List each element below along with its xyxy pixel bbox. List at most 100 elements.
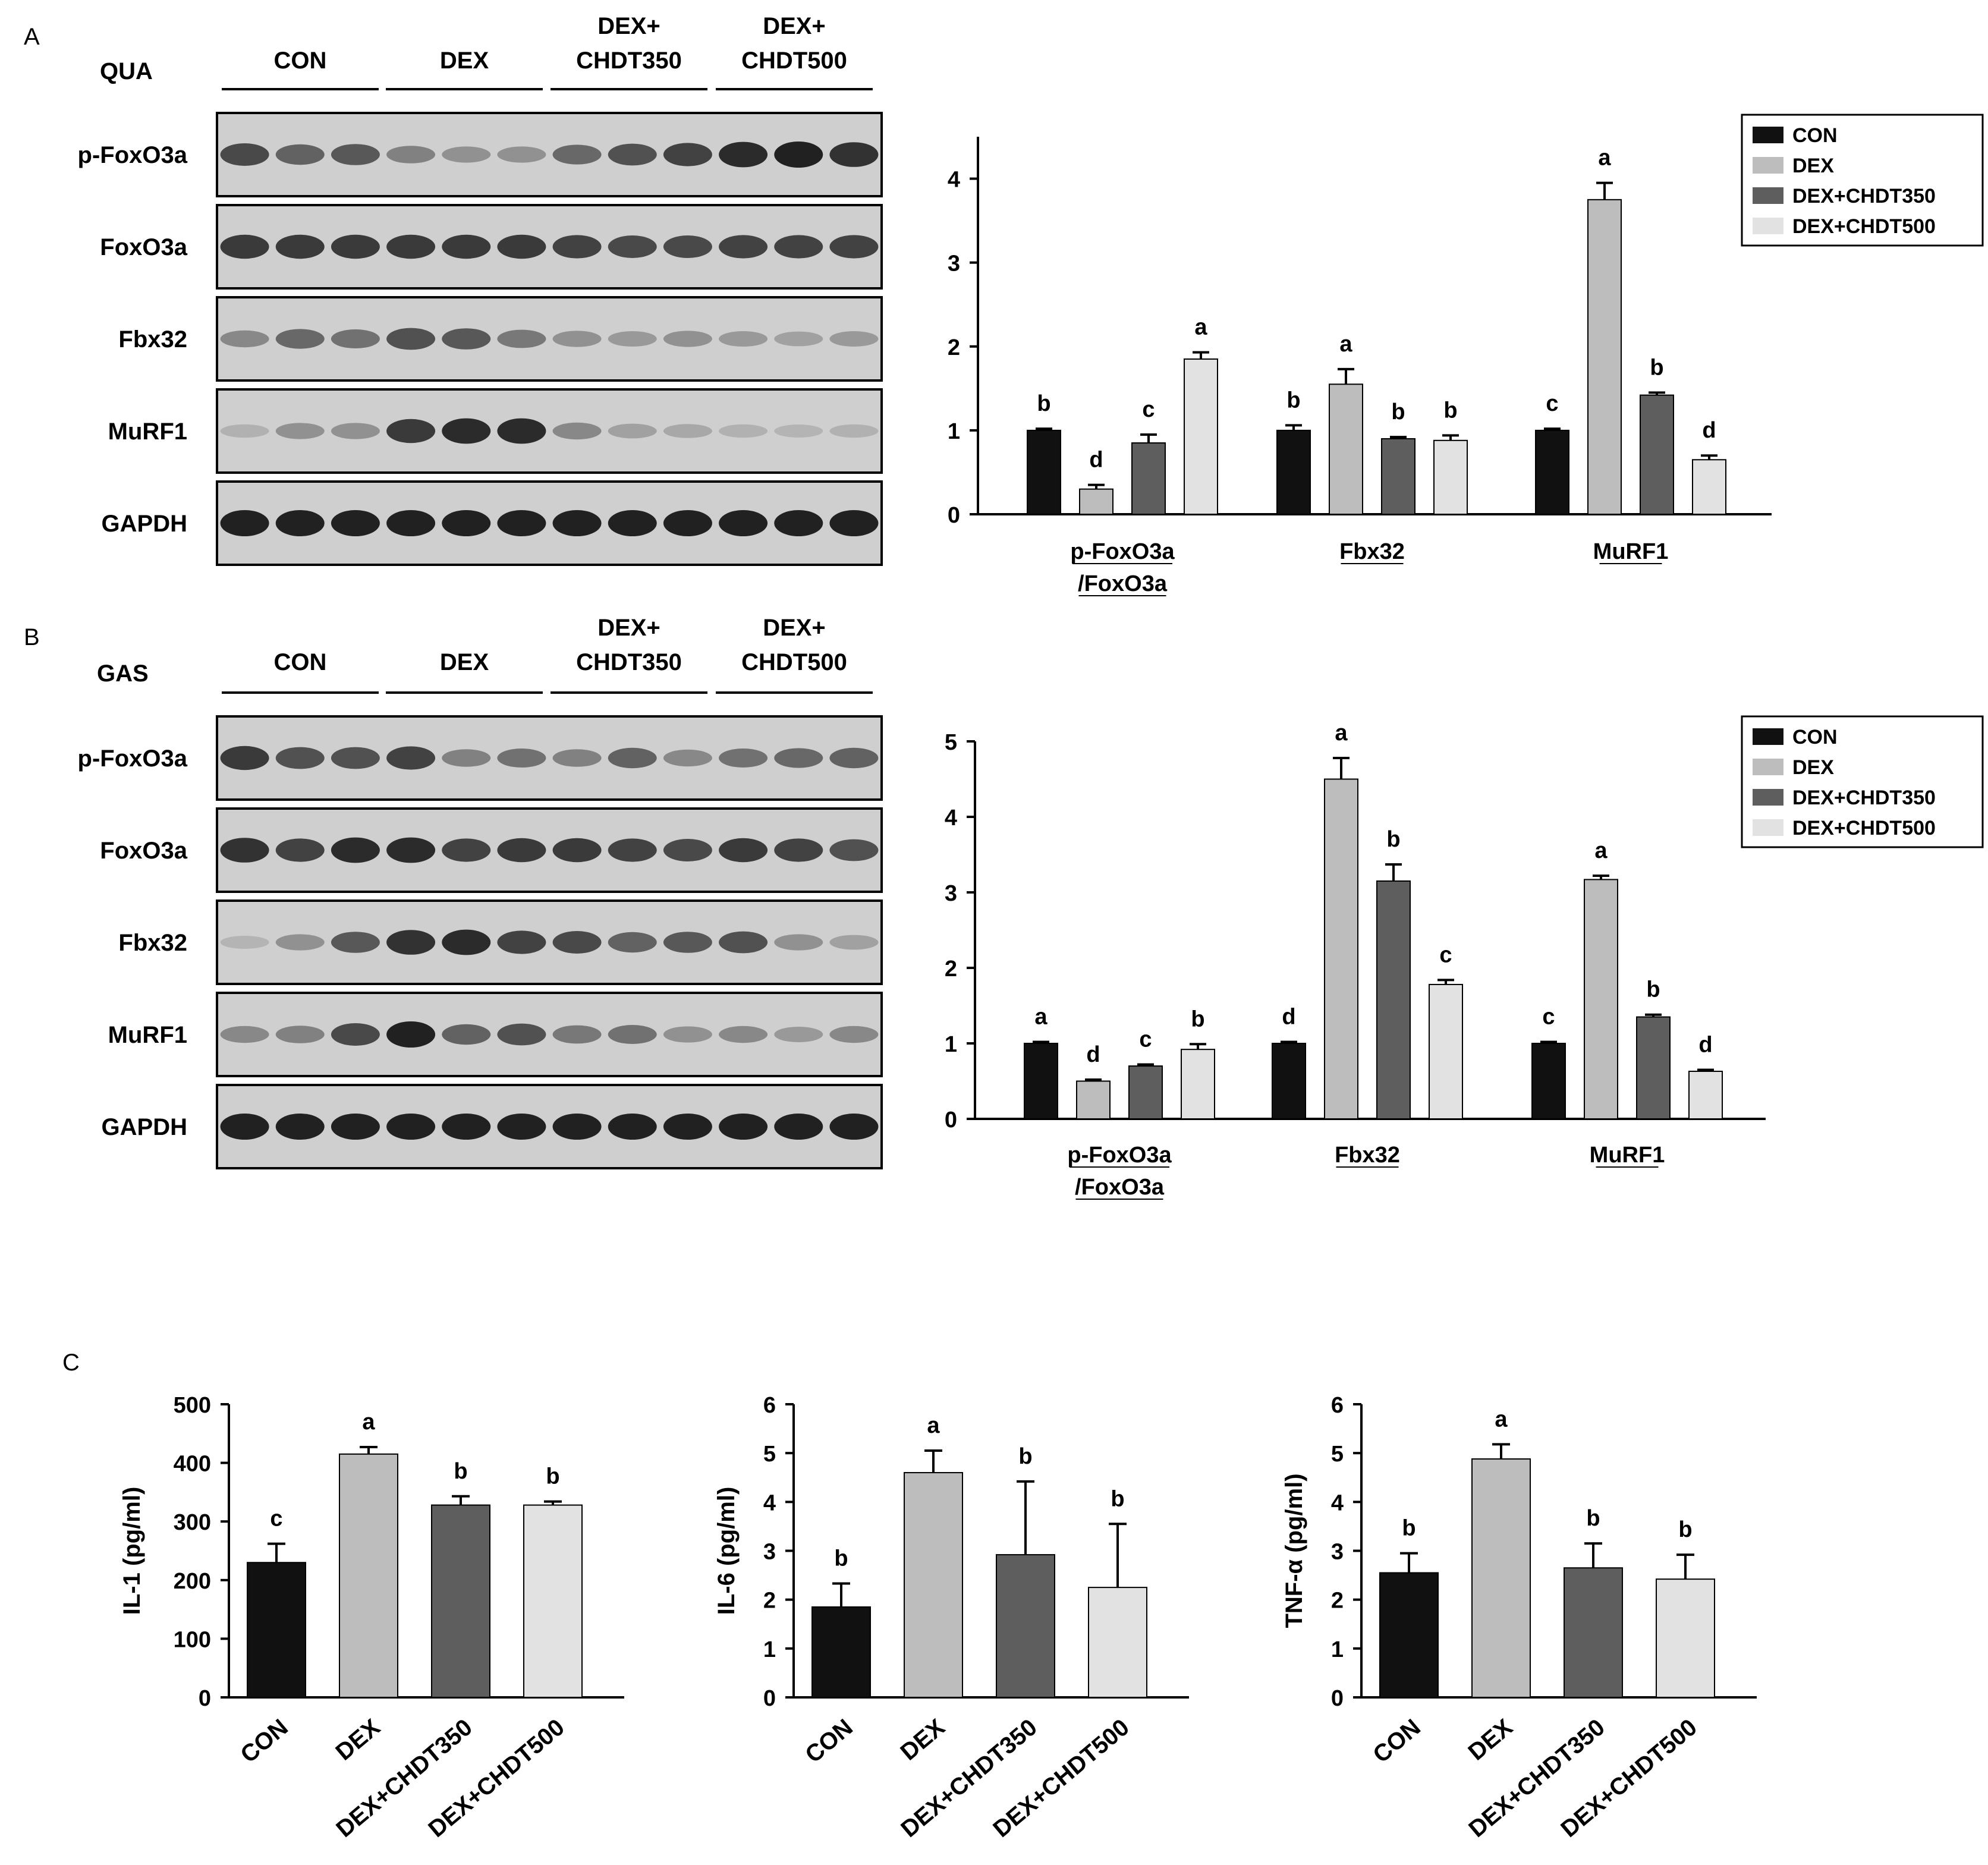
y-tick-label: 2 — [945, 957, 957, 982]
bar-con — [1027, 429, 1061, 515]
y-axis-label: IL-1 (pg/ml) — [119, 1487, 145, 1615]
blot-band — [552, 144, 602, 165]
blot-label-fbx32: Fbx32 — [118, 930, 187, 956]
significance-letter: b — [546, 1464, 559, 1489]
legend-label: DEX+CHDT350 — [1792, 185, 1936, 207]
y-tick-label: 100 — [174, 1627, 211, 1652]
y-tick-label: 3 — [1331, 1540, 1344, 1565]
blot-band — [774, 331, 823, 347]
blot-band — [774, 1027, 823, 1042]
blot-band — [386, 510, 436, 536]
blot-band — [386, 146, 436, 163]
significance-letter: b — [1586, 1506, 1600, 1531]
y-tick-label: 4 — [1331, 1490, 1344, 1515]
y-tick-label: 0 — [1331, 1686, 1344, 1711]
blot-label-murf1: MuRF1 — [108, 419, 187, 445]
blot-frame — [216, 204, 883, 290]
blot-band — [774, 748, 823, 768]
significance-letter: c — [1439, 942, 1452, 967]
y-tick-label: 2 — [763, 1589, 776, 1614]
group-label-1: DEX — [440, 649, 489, 675]
y-tick-label: 4 — [948, 168, 960, 193]
blot-band — [719, 1026, 768, 1043]
blot-band — [829, 235, 879, 259]
significance-letter: c — [1546, 391, 1558, 416]
blot-band — [442, 1114, 491, 1140]
significance-letter: d — [1282, 1004, 1295, 1029]
blot-p-foxo3a — [216, 715, 883, 801]
blot-frame — [216, 807, 883, 893]
blot-band — [386, 234, 436, 259]
group-label-0: CON — [274, 649, 327, 675]
blot-band — [275, 329, 325, 349]
blot-band — [331, 1114, 380, 1140]
blot-band — [719, 931, 768, 954]
blot-frame — [216, 388, 883, 474]
blot-band — [275, 934, 325, 951]
blot-band — [608, 331, 657, 347]
bar-dex-chdt500 — [1088, 1587, 1147, 1698]
legend: CON DEX DEX+CHDT350 DEX+CHDT500 — [1741, 114, 1984, 247]
blot-band — [663, 424, 712, 438]
y-tick-label: 5 — [1331, 1442, 1344, 1467]
legend-swatch — [1753, 127, 1783, 143]
significance-letter: a — [1495, 1407, 1508, 1432]
blot-label-foxo3a: FoxO3a — [100, 234, 187, 260]
category-label-0-line-1: p-FoxO3a — [1067, 1143, 1172, 1168]
bar-dex — [1584, 879, 1618, 1120]
y-tick-label: 2 — [1331, 1589, 1344, 1614]
blot-band — [331, 329, 380, 348]
blot-band — [442, 929, 491, 955]
significance-letter: b — [1443, 398, 1457, 423]
blot-band — [719, 141, 768, 168]
y-tick-label: 5 — [763, 1442, 776, 1467]
group-label-2-line-1: DEX+ — [597, 615, 660, 641]
significance-letter: c — [270, 1507, 282, 1531]
significance-letter: b — [1391, 400, 1405, 424]
blot-band — [608, 423, 657, 439]
blot-band — [442, 234, 491, 259]
blot-fbx32 — [216, 900, 883, 985]
blot-band — [275, 1026, 325, 1043]
tissue-label-gas: GAS — [97, 661, 149, 687]
blot-frame — [216, 715, 883, 801]
blot-band — [386, 328, 436, 350]
blot-band — [331, 932, 380, 953]
blot-gapdh — [216, 1084, 883, 1169]
blot-band — [442, 328, 491, 350]
blot-band — [497, 930, 546, 954]
y-tick-label: 1 — [763, 1637, 776, 1662]
blot-band — [663, 143, 712, 166]
blot-band — [331, 747, 380, 769]
group-label-2-line-1: DEX+ — [597, 13, 660, 39]
bar-con — [811, 1606, 871, 1699]
significance-letter: b — [1650, 355, 1663, 380]
panel-letter-b: B — [24, 624, 40, 650]
group-label-3-line-2: CHDT500 — [741, 649, 847, 675]
significance-letter: a — [927, 1413, 940, 1438]
x-tick-label: CON — [1368, 1714, 1425, 1768]
legend-label: CON — [1792, 726, 1838, 748]
blot-band — [442, 418, 491, 444]
blot-band — [608, 235, 657, 258]
blot-p-foxo3a — [216, 112, 883, 197]
legend-label: CON — [1792, 124, 1838, 147]
significance-letter: d — [1702, 418, 1716, 443]
blot-frame — [216, 900, 883, 985]
blot-band — [774, 934, 823, 951]
blot-band — [774, 235, 823, 259]
legend: CON DEX DEX+CHDT350 DEX+CHDT500 — [1741, 715, 1984, 848]
blot-band — [220, 1026, 269, 1043]
blot-band — [275, 838, 325, 862]
category-label-0-line-2: /FoxO3a — [1075, 1175, 1165, 1200]
blot-band — [442, 510, 491, 536]
blot-murf1 — [216, 388, 883, 474]
bar-dex-chdt350 — [1128, 1065, 1163, 1119]
blot-band — [829, 1114, 879, 1140]
x-tick-label: DEX — [331, 1714, 385, 1766]
group-label-3-line-2: CHDT500 — [741, 48, 847, 74]
legend-swatch — [1753, 187, 1783, 204]
y-tick-label: 0 — [948, 503, 960, 528]
legend-label: DEX+CHDT500 — [1792, 817, 1936, 839]
panel-letter-a: A — [24, 24, 40, 50]
